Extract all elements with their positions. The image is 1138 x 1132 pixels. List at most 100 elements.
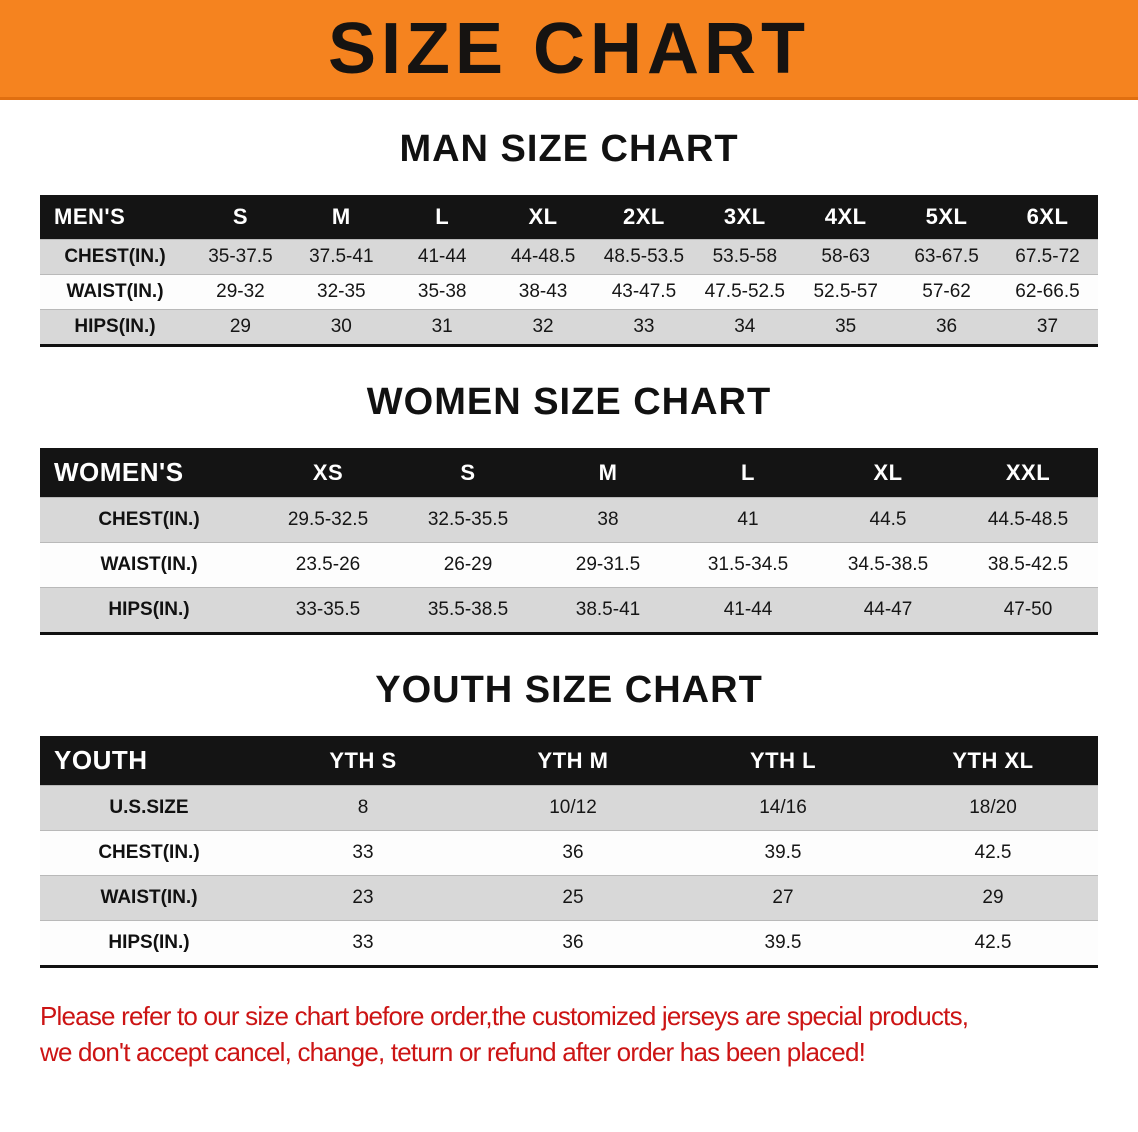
- value-cell: 47.5-52.5: [704, 281, 785, 302]
- row-label-cell: HIPS(IN.): [74, 316, 156, 337]
- content-area: MAN SIZE CHART MEN'S S M L XL 2XL 3XL 4XL 5XL 6XL…: [0, 128, 1138, 1081]
- header-row: YOUTH YTH S YTH M YTH L YTH XL: [40, 736, 1098, 786]
- value-cell: 57-62: [922, 281, 971, 302]
- value-cell: 42.5: [974, 842, 1012, 863]
- men-size-section: MAN SIZE CHART MEN'S S M L XL 2XL 3XL 4XL 5XL 6XL…: [40, 128, 1098, 347]
- value-cell: 41-44: [417, 246, 467, 267]
- value-cell: 38.5-42.5: [987, 554, 1069, 575]
- value-cell: 14/16: [759, 797, 807, 818]
- table-row: WAIST(IN.) 29-32 32-35 35-38 38-43 43-47.5 47.…: [40, 274, 1098, 310]
- size-header-cell: S: [460, 459, 476, 485]
- table-row: WAIST(IN.) 23 25 27 29: [40, 875, 1098, 921]
- size-header-cell: 3XL: [723, 204, 766, 229]
- size-header-cell: YTH M: [537, 747, 609, 773]
- row-label-cell: CHEST(IN.): [98, 509, 200, 530]
- value-cell: 41: [737, 509, 759, 530]
- value-cell: 29-31.5: [575, 554, 641, 575]
- size-header-cell: M: [331, 204, 351, 229]
- disclaimer: Please refer to our size chart before or…: [40, 998, 1098, 1071]
- row-label-cell: HIPS(IN.): [108, 599, 190, 620]
- table-row: CHEST(IN.) 35-37.5 37.5-41 41-44 44-48.5 48.5…: [40, 239, 1098, 275]
- value-cell: 27: [772, 887, 794, 908]
- value-cell: 31.5-34.5: [707, 554, 789, 575]
- value-cell: 30: [330, 316, 352, 337]
- men-section-heading: MAN SIZE CHART: [399, 128, 739, 170]
- value-cell: 38-43: [518, 281, 568, 302]
- men-size-chart: MEN'S S M L XL 2XL 3XL 4XL 5XL 6XL CHEST(IN.) 35-37…: [40, 195, 1098, 347]
- table-row: U.S.SIZE 8 10/12 14/16 18/20: [40, 785, 1098, 831]
- value-cell: 25: [562, 887, 584, 908]
- table-row: HIPS(IN.) 33 36 39.5 42.5: [40, 920, 1098, 967]
- women-size-chart: WOMEN'S XS S M L XL XXL CHEST(IN.) 29.5-32.5 32.5…: [40, 448, 1098, 635]
- value-cell: 32: [532, 316, 554, 337]
- row-label-cell: HIPS(IN.): [108, 932, 190, 953]
- row-label-cell: WAIST(IN.): [100, 887, 198, 908]
- size-header-cell: 4XL: [824, 204, 867, 229]
- value-cell: 38.5-41: [575, 599, 641, 620]
- table-row: WAIST(IN.) 23.5-26 26-29 29-31.5 31.5-34.5 34…: [40, 542, 1098, 588]
- value-cell: 58-63: [821, 246, 870, 267]
- value-cell: 38: [597, 509, 619, 530]
- value-cell: 48.5-53.5: [603, 246, 685, 267]
- size-header-cell: YTH S: [329, 747, 397, 773]
- value-cell: 39.5: [764, 932, 802, 953]
- size-header-cell: L: [435, 204, 450, 229]
- size-header-cell: YTH L: [749, 747, 817, 773]
- value-cell: 33: [352, 932, 374, 953]
- women-size-chart-table: WOMEN'S XS S M L XL XXL CHEST(IN.) 29.5-32.5 32.5…: [40, 448, 1098, 635]
- value-cell: 23: [352, 887, 374, 908]
- value-cell: 37.5-41: [309, 246, 374, 267]
- value-cell: 36: [562, 932, 584, 953]
- youth-size-section: YOUTH SIZE CHART YOUTH YTH S YTH M YTH L YTH…: [40, 669, 1098, 968]
- row-label-cell: WAIST(IN.): [66, 281, 164, 302]
- value-cell: 37: [1036, 316, 1059, 337]
- size-header-cell: L: [741, 459, 755, 485]
- youth-section-heading: YOUTH SIZE CHART: [375, 669, 763, 711]
- size-header-cell: 2XL: [623, 204, 665, 229]
- value-cell: 29.5-32.5: [287, 509, 369, 530]
- value-cell: 36: [935, 316, 958, 337]
- row-label-cell: WAIST(IN.): [100, 554, 198, 575]
- table-title-cell: WOMEN'S: [54, 457, 184, 487]
- header-row: WOMEN'S XS S M L XL XXL: [40, 448, 1098, 498]
- youth-size-chart: YOUTH YTH S YTH M YTH L YTH XL U.S.SIZE 8 10/12…: [40, 736, 1098, 968]
- value-cell: 34: [734, 316, 756, 337]
- value-cell: 53.5-58: [712, 246, 778, 267]
- disclaimer-line-2: we don't accept cancel, change, teturn o…: [40, 1037, 866, 1068]
- value-cell: 18/20: [969, 797, 1017, 818]
- value-cell: 52.5-57: [813, 281, 878, 302]
- disclaimer-line-1: Please refer to our size chart before or…: [40, 1001, 969, 1031]
- value-cell: 44-47: [863, 599, 913, 620]
- women-size-section: WOMEN SIZE CHART WOMEN'S XS S M L XL XXL CHEST(…: [40, 381, 1098, 635]
- youth-size-chart-table: YOUTH YTH S YTH M YTH L YTH XL U.S.SIZE 8 10/12…: [40, 736, 1098, 968]
- value-cell: 39.5: [764, 842, 802, 863]
- women-section-heading: WOMEN SIZE CHART: [366, 381, 772, 423]
- value-cell: 33-35.5: [295, 599, 361, 620]
- size-header-cell: M: [598, 459, 618, 485]
- size-header-cell: XS: [312, 459, 344, 485]
- size-header-cell: 6XL: [1026, 204, 1069, 229]
- value-cell: 29-32: [216, 281, 265, 302]
- size-chart-banner: SIZE CHART: [0, 0, 1138, 100]
- value-cell: 29: [229, 316, 251, 337]
- value-cell: 35-37.5: [208, 246, 273, 267]
- value-cell: 35.5-38.5: [427, 599, 509, 620]
- value-cell: 34.5-38.5: [847, 554, 929, 575]
- value-cell: 63-67.5: [914, 246, 979, 267]
- page-title: SIZE CHART: [328, 8, 810, 89]
- row-label-cell: CHEST(IN.): [64, 246, 166, 267]
- value-cell: 33: [352, 842, 374, 863]
- row-label-cell: U.S.SIZE: [109, 797, 189, 818]
- table-row: CHEST(IN.) 29.5-32.5 32.5-35.5 38 41 44.5 44.5…: [40, 497, 1098, 543]
- value-cell: 44.5: [869, 509, 907, 530]
- table-row: HIPS(IN.) 29 30 31 32 33 34 35 36 37: [40, 309, 1098, 346]
- value-cell: 67.5-72: [1015, 246, 1080, 267]
- value-cell: 44-48.5: [510, 246, 576, 267]
- value-cell: 43-47.5: [611, 281, 677, 302]
- header-row: MEN'S S M L XL 2XL 3XL 4XL 5XL 6XL: [40, 195, 1098, 240]
- value-cell: 8: [357, 797, 369, 818]
- value-cell: 35: [835, 316, 857, 337]
- value-cell: 23.5-26: [295, 554, 361, 575]
- value-cell: 47-50: [1003, 599, 1053, 620]
- value-cell: 62-66.5: [1015, 281, 1080, 302]
